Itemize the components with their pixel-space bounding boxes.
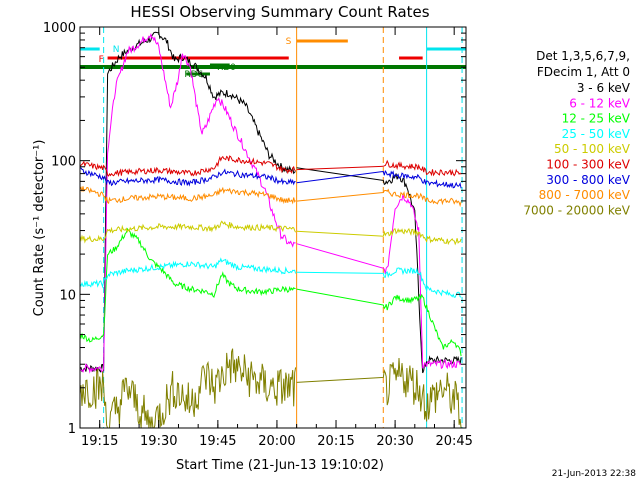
x-tick-label-4: 20:15 (317, 434, 354, 449)
flag-label-f: F (99, 55, 104, 65)
legend-entry-7000-20000-kev: 7000 - 20000 keV (523, 203, 630, 217)
chart-title: HESSI Observing Summary Count Rates (130, 3, 429, 21)
series-line-6-12-kev-0 (79, 32, 296, 374)
legend-entry-25-50-kev: 25 - 50 keV (562, 127, 631, 141)
legend-header-line-1: Det 1,3,5,6,7,9, (536, 49, 630, 63)
series-line-12-25-kev-1 (296, 288, 462, 357)
legend-entry-300-800-kev: 300 - 800 keV (546, 173, 630, 187)
series-line-25-50-kev-1 (296, 267, 462, 298)
flag-label-s: S (286, 37, 292, 47)
y-tick-label-0: 1 (68, 422, 76, 437)
series-line-3-6-kev-1 (296, 167, 462, 374)
series-line-50-100-kev-1 (296, 227, 462, 246)
legend-entry-6-12-kev: 6 - 12 keV (569, 96, 631, 110)
flag-label-n: N (113, 45, 120, 55)
y-tick-label-3: 1000 (43, 21, 76, 36)
y-axis-label: Count Rate (s⁻¹ detector⁻¹) (32, 140, 47, 317)
flag-label-rd6: RD6 (184, 70, 203, 80)
x-tick-label-2: 19:45 (199, 434, 236, 449)
x-tick-label-6: 20:45 (435, 434, 472, 449)
x-tick-label-1: 19:30 (140, 434, 177, 449)
legend-entry-100-300-kev: 100 - 300 keV (546, 158, 630, 172)
legend-header-line-2: FDecim 1, Att 0 (537, 65, 630, 79)
x-tick-label-5: 20:30 (376, 434, 413, 449)
x-axis: 19:15 19:30 19:45 20:00 20:15 20:30 20:45 (79, 27, 473, 449)
series-line-3-6-kev-0 (79, 31, 296, 373)
series-line-12-25-kev-0 (79, 227, 296, 343)
timestamp: 21-Jun-2013 22:38 (552, 469, 636, 479)
legend-entry-12-25-kev: 12 - 25 keV (562, 112, 631, 126)
series-line-7000-20000-kev-1 (296, 357, 462, 429)
x-axis-label: Start Time (21-Jun-13 19:10:02) (176, 458, 384, 473)
y-axis: 1 10 100 1000 (43, 21, 466, 437)
legend-entry-3-6-kev: 3 - 6 keV (577, 81, 631, 95)
legend-entry-800-7000-kev: 800 - 7000 keV (539, 188, 631, 202)
series-line-100-300-kev-0 (79, 155, 296, 177)
series-line-100-300-kev-1 (296, 159, 462, 177)
series-line-7000-20000-kev-0 (79, 348, 297, 429)
x-tick-label-3: 20:00 (258, 434, 295, 449)
y-tick-label-2: 100 (51, 155, 76, 170)
legend-entry-50-100-kev: 50 - 100 keV (554, 142, 631, 156)
series-line-6-12-kev-1 (296, 193, 462, 370)
series-line-50-100-kev-0 (79, 220, 297, 244)
series-line-25-50-kev-0 (79, 257, 297, 289)
plot-frame (79, 26, 467, 429)
legend: Det 1,3,5,6,7,9, FDecim 1, Att 0 3 - 6 k… (523, 49, 630, 217)
flag-bars: NFSRD0RD6 (80, 37, 466, 80)
series-line-800-7000-kev-1 (296, 188, 462, 208)
series-line-800-7000-kev-0 (79, 186, 297, 205)
series-line-300-800-kev-0 (79, 167, 296, 187)
series-line-300-800-kev-1 (296, 169, 462, 189)
x-tick-label-0: 19:15 (81, 434, 118, 449)
series-lines (79, 31, 462, 429)
y-tick-label-1: 10 (59, 288, 76, 303)
